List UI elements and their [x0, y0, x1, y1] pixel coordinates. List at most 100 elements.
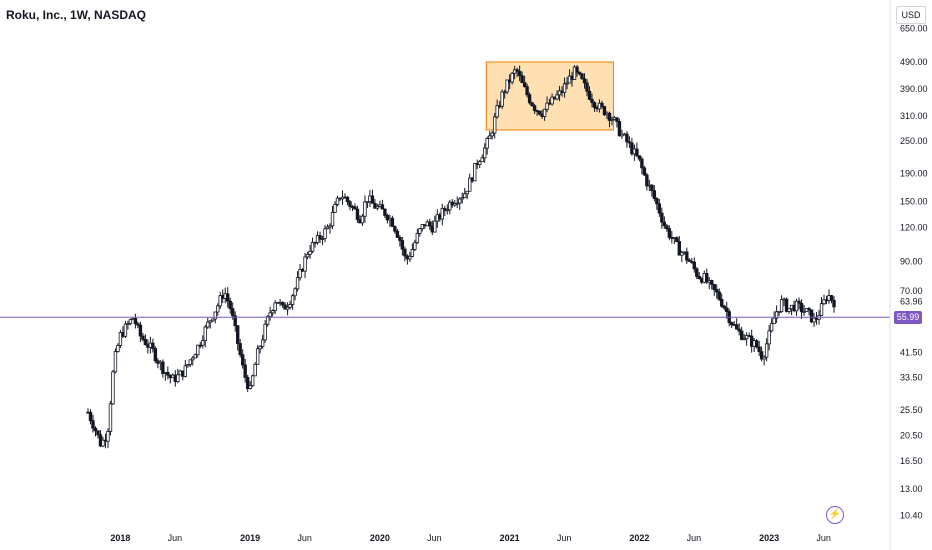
- x-tick-label: Jun: [168, 533, 183, 543]
- candle: [582, 73, 587, 89]
- candle-body: [385, 215, 390, 221]
- candle: [151, 338, 155, 353]
- candle-body: [118, 332, 123, 346]
- x-tick-label: 2023: [759, 533, 779, 543]
- candle-body: [265, 316, 270, 325]
- candle-body: [305, 253, 310, 258]
- candle-body: [193, 354, 197, 359]
- candle: [829, 294, 834, 304]
- candle-body: [295, 277, 300, 290]
- candle-body: [231, 308, 235, 317]
- candle-body: [415, 233, 420, 244]
- candle: [710, 279, 714, 290]
- candle-body: [238, 343, 242, 356]
- candle-body: [196, 344, 200, 356]
- candle-body: [473, 163, 477, 182]
- candle-body: [794, 300, 799, 312]
- lightning-icon[interactable]: ⚡: [826, 506, 844, 524]
- candle: [335, 195, 340, 207]
- candle: [320, 235, 325, 246]
- candle-body: [562, 83, 567, 93]
- candle-body: [138, 324, 143, 337]
- candle: [116, 343, 120, 353]
- candle-body: [615, 117, 619, 122]
- candle: [517, 65, 522, 82]
- candle: [176, 368, 180, 384]
- candle: [285, 302, 290, 316]
- candle: [183, 359, 188, 378]
- y-tick-label: 120.00: [900, 223, 928, 233]
- candle-body: [645, 174, 649, 187]
- candle-body: [784, 298, 789, 312]
- candle-body: [572, 66, 577, 80]
- candle-body: [243, 364, 247, 378]
- candle: [505, 79, 509, 95]
- candle: [662, 216, 667, 229]
- candle-body: [206, 321, 210, 328]
- candle-body: [797, 300, 801, 304]
- candle: [191, 355, 195, 366]
- candle: [161, 359, 165, 378]
- candle-body: [772, 317, 776, 325]
- y-tick-label: 10.40: [900, 510, 923, 520]
- x-tick-label: 2018: [110, 533, 130, 543]
- candle: [532, 103, 537, 115]
- candle-body: [592, 102, 597, 108]
- candle-body: [525, 86, 529, 96]
- candle: [370, 189, 375, 204]
- candle-body: [355, 208, 360, 220]
- candle-body: [320, 238, 325, 240]
- candle: [245, 374, 250, 392]
- candle-body: [565, 82, 569, 85]
- candle: [141, 332, 145, 342]
- currency-selector[interactable]: USD: [896, 6, 926, 24]
- candle-body: [370, 195, 375, 204]
- candle: [635, 142, 639, 158]
- candle-body: [345, 196, 350, 203]
- candle: [492, 112, 497, 139]
- x-tick-label: Jun: [557, 533, 572, 543]
- candle: [136, 321, 140, 329]
- candle-body: [490, 132, 494, 137]
- candle: [166, 366, 170, 380]
- candle: [345, 196, 350, 206]
- y-tick-label: 41.50: [900, 348, 923, 358]
- candle-body: [495, 105, 499, 118]
- candle: [318, 231, 322, 244]
- highlight-box-layer: [485, 61, 614, 131]
- candle-body: [515, 69, 519, 72]
- candle: [712, 283, 716, 296]
- candle-body: [108, 403, 113, 432]
- candle-body: [677, 241, 682, 256]
- candle: [660, 207, 664, 229]
- candle-body: [248, 385, 252, 389]
- candle: [298, 263, 302, 281]
- candle-body: [410, 249, 415, 257]
- candle: [717, 288, 721, 301]
- candle-body: [208, 320, 212, 323]
- candle-body: [403, 248, 407, 257]
- x-tick-label: Jun: [687, 533, 702, 543]
- candle-body: [585, 82, 589, 92]
- candle-body: [393, 226, 397, 232]
- candle-body: [764, 343, 769, 358]
- candle-body: [590, 98, 594, 103]
- candle: [677, 236, 682, 256]
- y-tick-label: 650.00: [900, 24, 928, 34]
- candle: [520, 71, 524, 84]
- candle: [206, 317, 210, 329]
- candle-body: [133, 318, 138, 325]
- candle: [767, 325, 771, 351]
- y-tick-label: 20.50: [900, 431, 923, 441]
- candle-body: [325, 226, 330, 230]
- candle-body: [375, 206, 380, 209]
- y-tick-label: 25.50: [900, 405, 923, 415]
- candle-body: [545, 102, 549, 110]
- candle-body: [710, 280, 714, 285]
- candles-layer: [86, 65, 836, 449]
- candle-body: [373, 202, 377, 209]
- candle: [363, 195, 367, 223]
- candle-body: [542, 108, 547, 117]
- candle-body: [273, 302, 277, 311]
